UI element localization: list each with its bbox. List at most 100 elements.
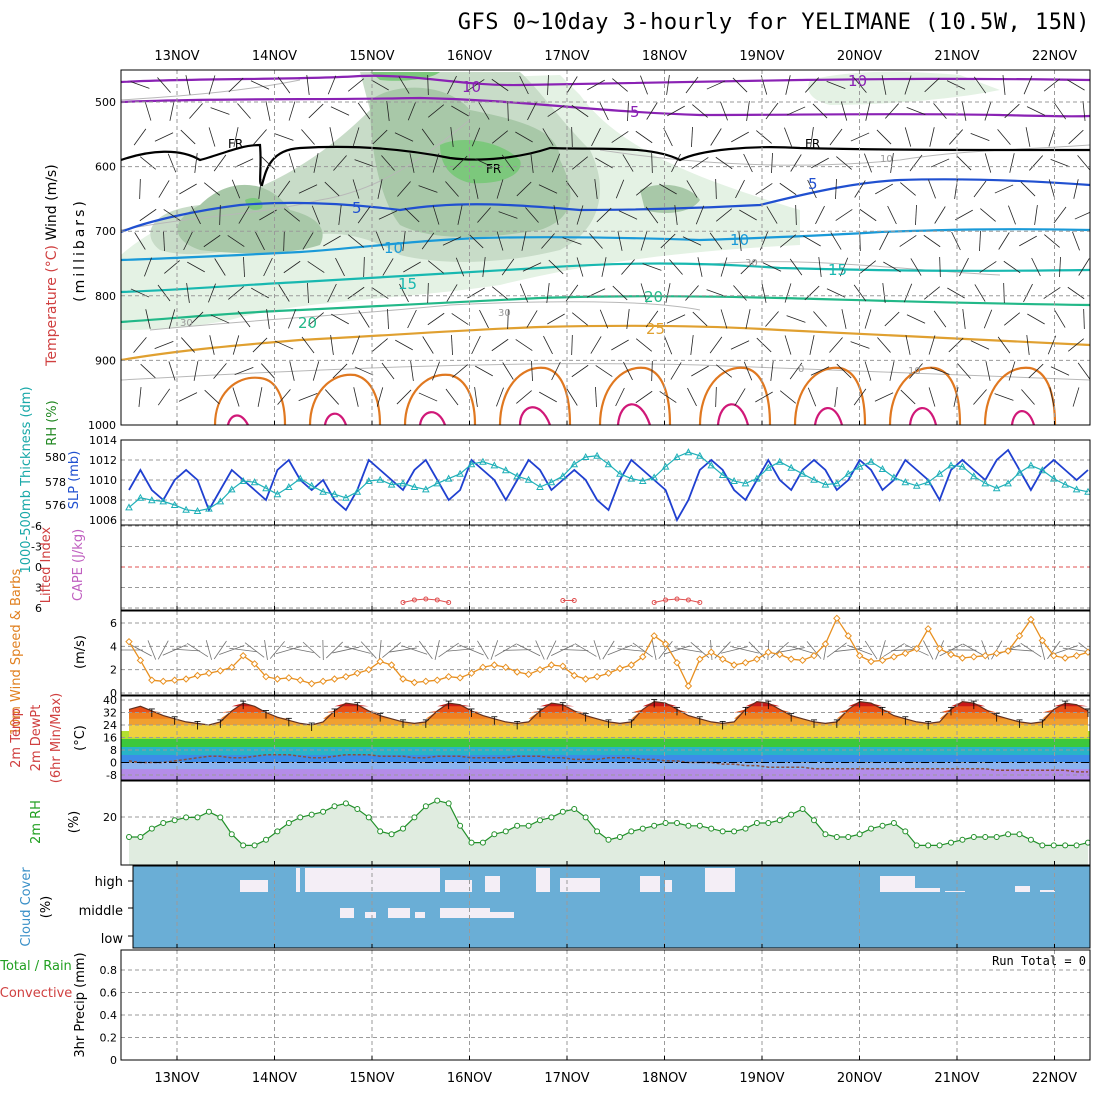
rh-point <box>160 820 167 826</box>
thickness-point <box>718 470 727 478</box>
y-tick-label: 1010 <box>89 474 117 487</box>
wind-barb <box>663 127 673 147</box>
wind-barb <box>1004 103 1020 119</box>
wind-barb <box>507 100 509 122</box>
wind-barb <box>1034 205 1038 225</box>
wind-barb <box>933 103 947 119</box>
wind-barb <box>847 644 873 656</box>
thickness-point <box>193 506 202 514</box>
wind-barb <box>389 647 417 653</box>
wind-barb <box>1052 645 1078 655</box>
wind-speed-point <box>262 672 270 681</box>
label-millibars: (millibars) <box>72 198 88 302</box>
wind-barb <box>900 389 916 405</box>
wind-barb <box>784 283 792 303</box>
wind-barb <box>1072 231 1080 251</box>
lifted-index-point <box>685 597 691 603</box>
wind-barb <box>770 361 774 381</box>
wind-speed-point <box>707 648 715 656</box>
wind-barb <box>929 127 935 147</box>
wind-speed-point <box>193 671 202 680</box>
wind-speed-point <box>422 677 430 686</box>
wind-barb <box>601 257 607 277</box>
rh-point <box>1016 831 1023 838</box>
wind-barb <box>185 75 191 95</box>
wind-barb <box>957 363 971 379</box>
wind-barb <box>477 640 489 660</box>
wind-barb <box>692 311 708 327</box>
lifted-index-point <box>446 599 452 605</box>
contour-label: 25 <box>646 320 665 338</box>
rh-point <box>126 834 132 840</box>
wind-barb <box>635 182 653 196</box>
wind-barb <box>421 128 435 146</box>
wind-barb <box>172 648 201 652</box>
wind-speed-point <box>513 668 521 676</box>
rh-point <box>959 836 966 843</box>
rh-point <box>936 842 943 849</box>
wind-speed-point <box>502 663 510 672</box>
wind-barb <box>590 336 602 354</box>
wind-barb <box>396 389 412 405</box>
y-tick-label: 0.6 <box>100 987 118 1000</box>
wind-barb <box>566 76 578 94</box>
wind-barb <box>228 77 244 93</box>
wind-barb <box>669 259 683 275</box>
rh-point <box>731 828 738 835</box>
y-tick-label: 0 <box>110 687 117 700</box>
wind-barb <box>947 287 965 299</box>
label-10m-wind: 10m Wind Speed & Barbs <box>9 569 24 736</box>
cloud-block <box>1015 886 1030 892</box>
temp-band <box>129 701 1088 725</box>
wind-speed-point <box>901 649 910 658</box>
dewpoint-line <box>128 753 1088 773</box>
wind-barb <box>835 209 853 221</box>
wind-barb <box>434 640 440 660</box>
wind-barb <box>478 102 490 120</box>
wind-barb <box>1068 129 1084 145</box>
wind-barb <box>810 127 814 147</box>
wind-barb <box>451 334 453 356</box>
wind-barb <box>288 309 296 329</box>
rh-point <box>902 828 909 835</box>
wind-barb <box>864 309 872 329</box>
wind-barb <box>740 259 756 275</box>
date-label: 16NOV <box>447 49 492 64</box>
rh-point <box>879 822 886 829</box>
y-tick-label: 40 <box>103 694 117 707</box>
wind-barb <box>571 104 589 118</box>
wind-barb <box>535 640 545 660</box>
wind-barb <box>928 335 936 355</box>
rh-point <box>205 808 212 815</box>
wind-barb <box>830 232 842 250</box>
wind-barb <box>404 207 420 223</box>
wind-barb <box>427 260 445 274</box>
wind-barb <box>288 101 296 121</box>
wind-barb <box>739 209 757 221</box>
wind-barb <box>442 236 462 246</box>
wind-barb <box>887 205 897 225</box>
wind-speed-point <box>524 670 533 679</box>
label-cape: CAPE (J/kg) <box>71 529 86 601</box>
wind-speed-point <box>764 648 773 656</box>
wind-barb <box>496 231 504 251</box>
contour-label: 5 <box>630 103 640 121</box>
wind-barb <box>646 102 658 120</box>
wind-barb <box>375 231 385 251</box>
cloud-middle-label: middle <box>79 904 123 919</box>
wind-barb <box>599 101 609 121</box>
wind-barb <box>163 209 181 221</box>
wind-speed-point <box>1038 636 1047 645</box>
wind-barb <box>795 204 797 226</box>
wind-barb <box>692 104 708 118</box>
wind-barb <box>1053 102 1067 120</box>
wind-barb <box>903 283 913 303</box>
wind-speed-point <box>593 672 601 681</box>
wind-barb <box>410 361 414 381</box>
wind-barb <box>864 153 872 173</box>
rh-point <box>628 828 635 835</box>
date-label: 17NOV <box>544 1071 589 1086</box>
rh-point <box>1039 842 1046 849</box>
thickness-point <box>364 476 373 484</box>
